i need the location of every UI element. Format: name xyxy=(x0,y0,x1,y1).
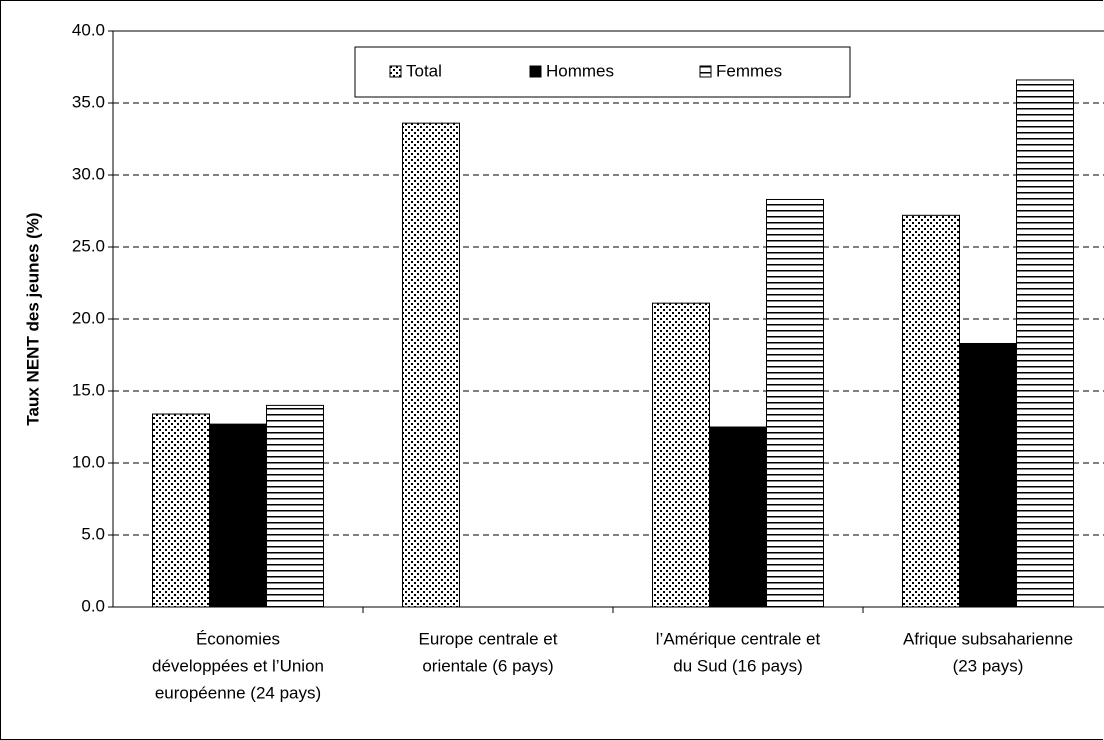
bar xyxy=(709,426,767,608)
bar xyxy=(209,423,267,608)
legend-swatch xyxy=(389,65,402,78)
x-tick-label: développées et l’Union xyxy=(152,656,324,675)
y-tick-label: 5.0 xyxy=(81,524,105,543)
bar xyxy=(152,413,210,608)
y-tick-label: 30.0 xyxy=(72,164,105,183)
y-tick-label: 0.0 xyxy=(81,596,105,615)
x-tick-label: européenne (24 pays) xyxy=(155,683,321,702)
bar xyxy=(402,122,460,608)
y-tick-label: 40.0 xyxy=(72,20,105,39)
legend-label: Hommes xyxy=(546,61,614,80)
y-tick-label: 15.0 xyxy=(72,380,105,399)
legend-swatch xyxy=(529,65,542,78)
legend-label: Total xyxy=(406,61,442,80)
legend-label: Femmes xyxy=(716,61,782,80)
y-tick-label: 25.0 xyxy=(72,236,105,255)
x-tick-label: l’Amérique centrale et xyxy=(656,629,821,648)
x-tick-label: Afrique subsaharienne xyxy=(903,629,1073,648)
bar xyxy=(266,404,324,608)
y-tick-label: 35.0 xyxy=(72,92,105,111)
x-tick-label: du Sud (16 pays) xyxy=(673,656,802,675)
x-tick-label: Économies xyxy=(196,629,280,648)
bar xyxy=(1016,79,1074,608)
legend-swatch xyxy=(699,65,712,78)
bar xyxy=(766,198,824,608)
bar xyxy=(652,302,710,608)
legend-box xyxy=(354,46,851,98)
x-tick-label: orientale (6 pays) xyxy=(422,656,553,675)
x-tick-label: Europe centrale et xyxy=(419,629,558,648)
y-tick-label: 20.0 xyxy=(72,308,105,327)
bar xyxy=(902,214,960,608)
bar xyxy=(959,342,1017,608)
y-axis-title: Taux NENT des jeunes (%) xyxy=(23,212,42,425)
y-tick-label: 10.0 xyxy=(72,452,105,471)
legend: Total Hommes Femmes xyxy=(354,46,851,98)
x-tick-label: (23 pays) xyxy=(953,656,1024,675)
